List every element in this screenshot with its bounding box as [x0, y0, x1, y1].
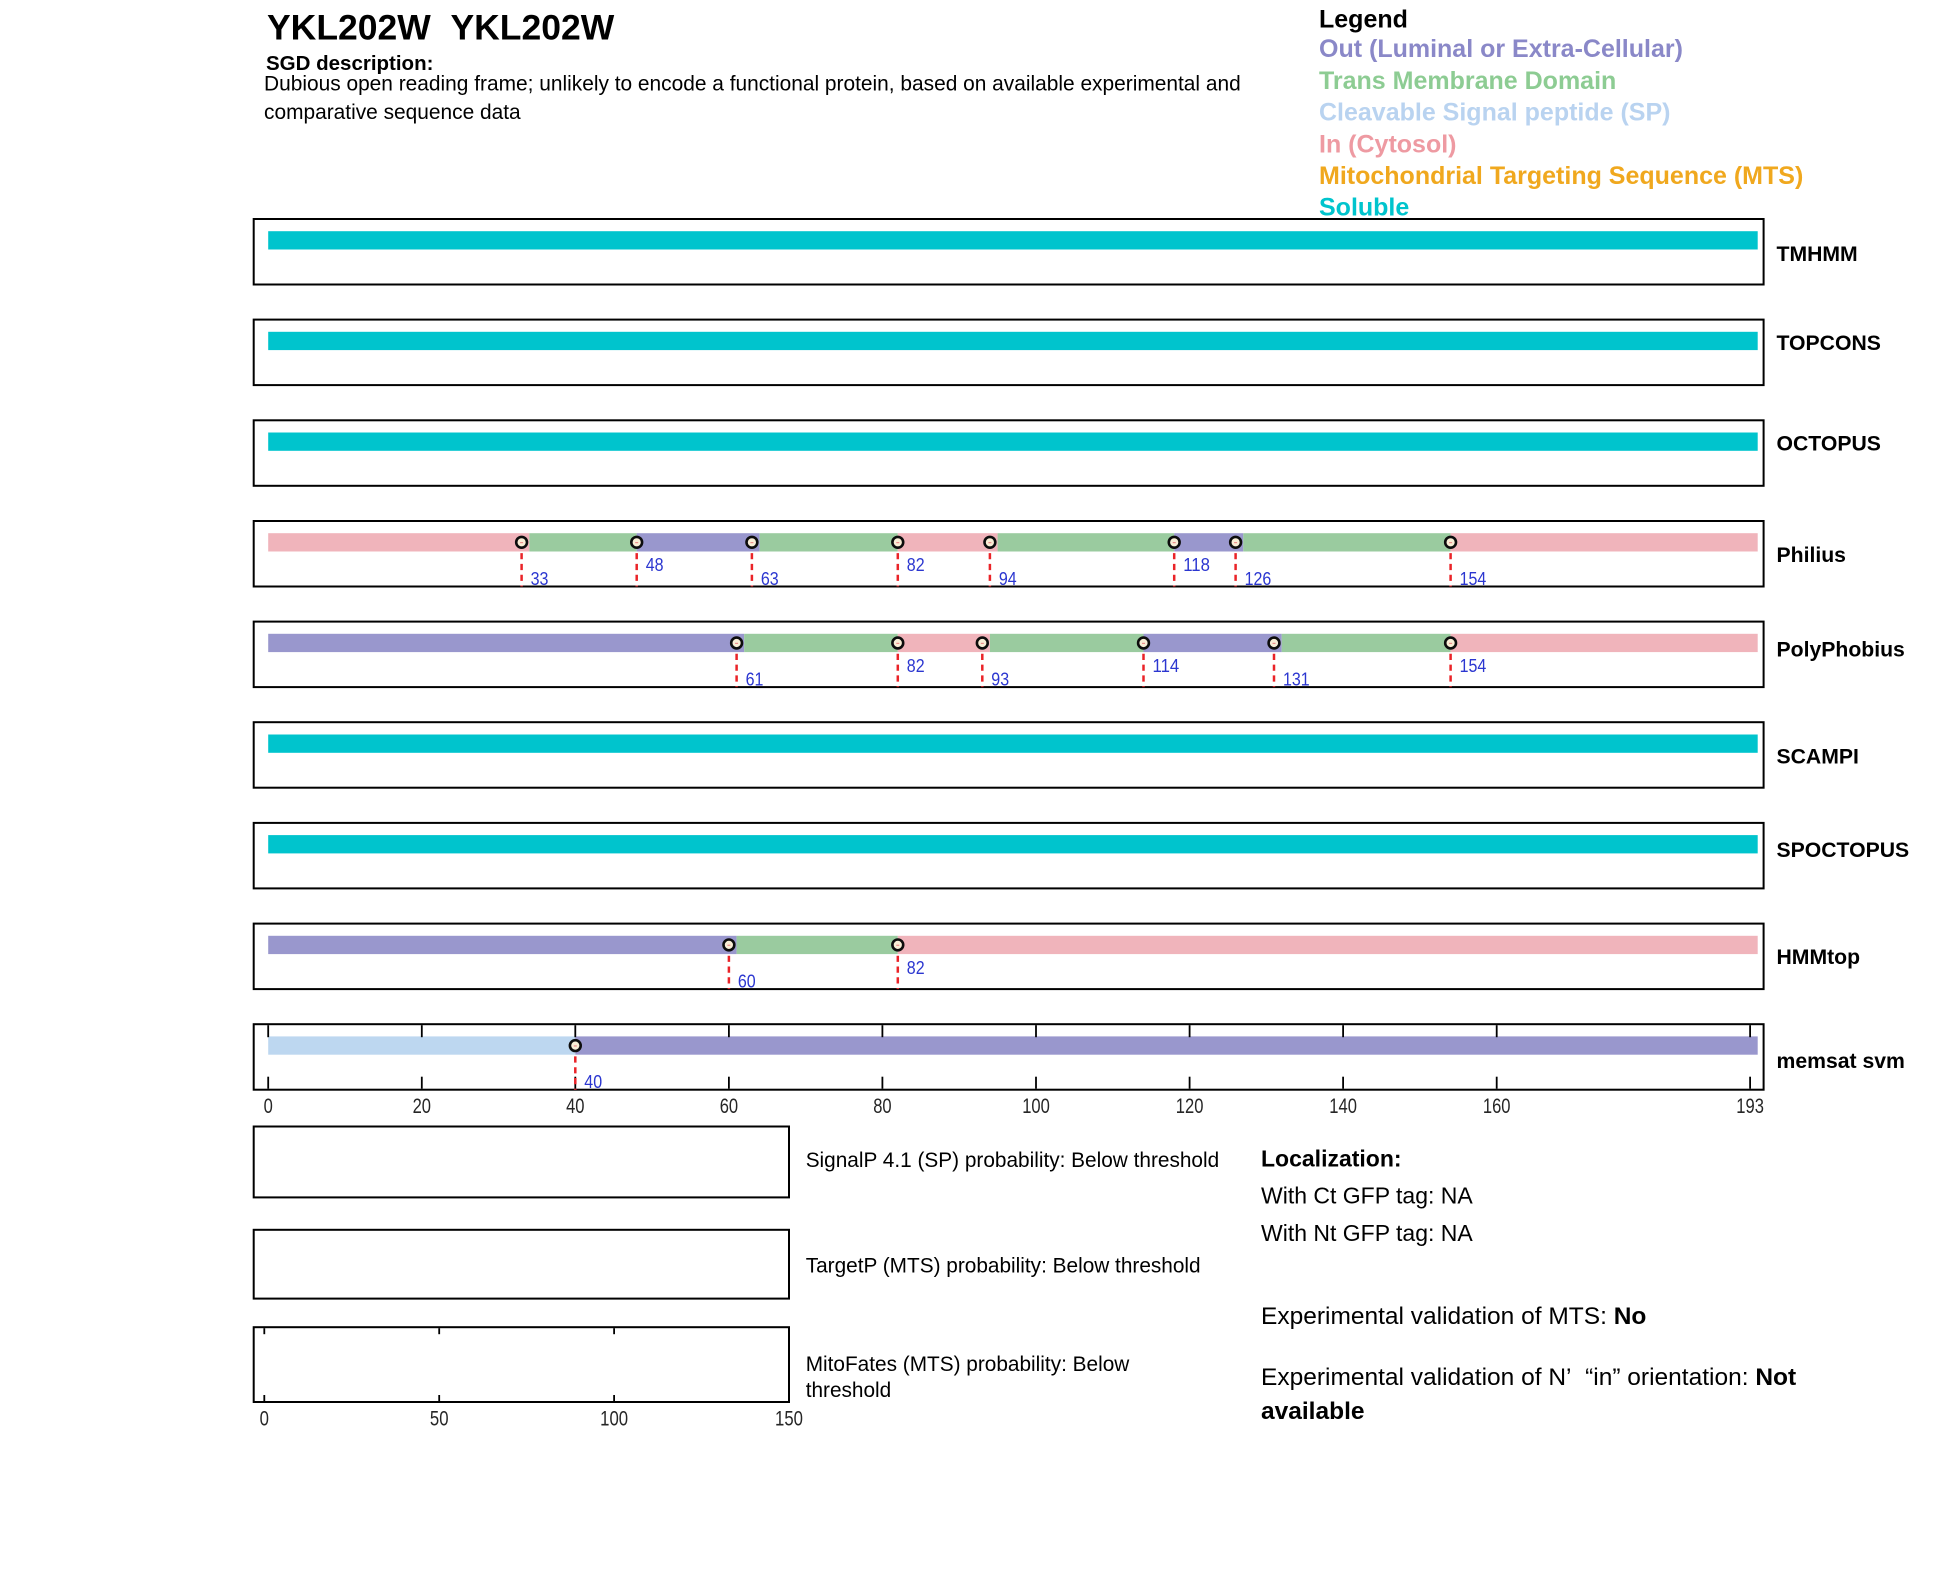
svg-text:TOPCONS: TOPCONS: [1777, 332, 1881, 355]
svg-text:Legend: Legend: [1319, 5, 1408, 33]
svg-text:40: 40: [584, 1071, 602, 1092]
svg-text:Localization:: Localization:: [1261, 1145, 1402, 1171]
svg-text:0: 0: [264, 1095, 273, 1118]
svg-text:48: 48: [646, 554, 664, 575]
svg-text:available: available: [1261, 1398, 1365, 1425]
svg-text:Out (Luminal or Extra-Cellular: Out (Luminal or Extra-Cellular): [1319, 35, 1683, 63]
svg-text:154: 154: [1460, 568, 1487, 589]
svg-text:126: 126: [1245, 568, 1272, 589]
svg-text:In (Cytosol): In (Cytosol): [1319, 130, 1457, 158]
svg-text:60: 60: [738, 971, 756, 992]
svg-text:193: 193: [1736, 1095, 1764, 1118]
svg-text:Trans Membrane Domain: Trans Membrane Domain: [1319, 67, 1616, 95]
svg-text:SCAMPI: SCAMPI: [1777, 746, 1859, 769]
svg-text:61: 61: [746, 669, 764, 690]
svg-text:20: 20: [413, 1095, 431, 1118]
svg-text:memsat svm: memsat svm: [1777, 1050, 1905, 1073]
svg-text:60: 60: [720, 1095, 738, 1118]
svg-text:TargetP (MTS) probability: Bel: TargetP (MTS) probability: Below thresho…: [806, 1254, 1201, 1277]
svg-text:150: 150: [775, 1408, 803, 1431]
svg-text:100: 100: [600, 1408, 628, 1431]
svg-text:93: 93: [991, 669, 1009, 690]
svg-text:Experimental validation of N’: Experimental validation of N’ “in” orien…: [1261, 1364, 1796, 1391]
svg-text:YKL202W YKL202W: YKL202W YKL202W: [267, 8, 615, 48]
svg-text:TMHMM: TMHMM: [1777, 243, 1858, 266]
svg-text:SGD description:: SGD description:: [266, 52, 433, 75]
svg-text:100: 100: [1022, 1095, 1050, 1118]
svg-text:comparative sequence data: comparative sequence data: [264, 101, 521, 124]
svg-text:82: 82: [907, 554, 925, 575]
svg-text:Cleavable Signal peptide (SP): Cleavable Signal peptide (SP): [1319, 99, 1670, 127]
svg-text:80: 80: [873, 1095, 891, 1118]
svg-text:Soluble: Soluble: [1319, 194, 1409, 222]
svg-text:threshold: threshold: [806, 1379, 892, 1402]
svg-text:MitoFates (MTS) probability: B: MitoFates (MTS) probability: Below: [806, 1353, 1131, 1376]
svg-text:Philius: Philius: [1777, 544, 1846, 567]
svg-text:40: 40: [566, 1095, 584, 1118]
svg-text:PolyPhobius: PolyPhobius: [1777, 638, 1905, 661]
svg-text:0: 0: [260, 1408, 269, 1431]
svg-text:114: 114: [1153, 655, 1180, 676]
svg-text:140: 140: [1329, 1095, 1357, 1118]
svg-text:63: 63: [761, 568, 779, 589]
svg-text:SPOCTOPUS: SPOCTOPUS: [1777, 839, 1910, 862]
svg-text:82: 82: [907, 655, 925, 676]
svg-text:94: 94: [999, 568, 1017, 589]
svg-text:154: 154: [1460, 655, 1487, 676]
svg-text:Mitochondrial Targeting Sequen: Mitochondrial Targeting Sequence (MTS): [1319, 162, 1803, 190]
svg-text:131: 131: [1283, 669, 1310, 690]
svg-text:OCTOPUS: OCTOPUS: [1777, 433, 1881, 456]
svg-text:With Ct GFP tag: NA: With Ct GFP tag: NA: [1261, 1182, 1473, 1208]
svg-text:118: 118: [1183, 554, 1210, 575]
svg-text:120: 120: [1176, 1095, 1204, 1118]
svg-text:HMMtop: HMMtop: [1777, 946, 1861, 969]
svg-text:160: 160: [1483, 1095, 1511, 1118]
svg-text:50: 50: [430, 1408, 449, 1431]
svg-text:SignalP 4.1 (SP) probability:: SignalP 4.1 (SP) probability: Below thre…: [806, 1149, 1219, 1172]
svg-text:82: 82: [907, 957, 925, 978]
svg-text:Experimental validation of MTS: Experimental validation of MTS: No: [1261, 1303, 1646, 1330]
svg-text:With Nt GFP tag: NA: With Nt GFP tag: NA: [1261, 1220, 1473, 1246]
svg-text:Dubious open reading frame; un: Dubious open reading frame; unlikely to …: [264, 72, 1241, 95]
svg-text:33: 33: [531, 568, 549, 589]
